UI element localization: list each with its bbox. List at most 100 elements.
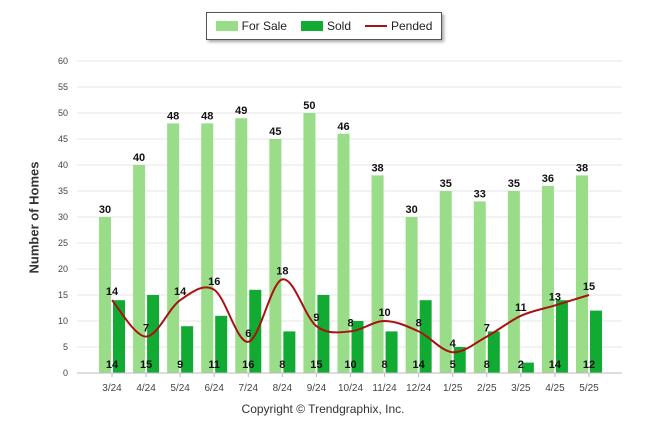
data-label-for-sale: 35 [440, 178, 452, 190]
legend-label-pended: Pended [391, 19, 433, 33]
y-tick-label: 25 [58, 238, 68, 248]
data-label-sold: 14 [413, 359, 426, 371]
data-label-for-sale: 30 [406, 204, 418, 216]
pended-line [111, 278, 590, 354]
bar-for-sale [303, 113, 316, 373]
data-label-for-sale: 50 [303, 100, 315, 112]
y-tick-label: 15 [58, 290, 68, 300]
bar-for-sale [439, 191, 452, 373]
x-tick-label: 9/24 [307, 383, 327, 394]
legend-item-sold[interactable]: Sold [300, 19, 351, 33]
data-label-pended: 7 [143, 323, 149, 335]
data-label-sold: 15 [140, 359, 152, 371]
data-label-for-sale: 36 [542, 173, 554, 185]
bar-for-sale [337, 133, 350, 373]
bar-sold [113, 300, 125, 373]
bar-for-sale [235, 118, 248, 373]
legend-swatch-for-sale [215, 21, 238, 31]
data-label-pended: 18 [276, 265, 288, 277]
x-tick-label: 4/24 [136, 383, 156, 394]
y-tick-label: 50 [58, 108, 68, 118]
x-tick-label: 11/24 [372, 383, 397, 394]
bar-for-sale [269, 139, 282, 373]
x-tick-label: 3/24 [102, 383, 122, 394]
bar-for-sale [133, 165, 146, 373]
data-label-sold: 8 [279, 359, 285, 371]
data-label-pended: 7 [484, 323, 490, 335]
bar-sold [215, 315, 228, 373]
data-label-sold: 11 [208, 359, 220, 371]
data-labels: 3014401548948114916458501546103883014355… [99, 100, 595, 371]
bar-for-sale [371, 175, 384, 373]
legend-item-pended[interactable]: Pended [365, 19, 432, 33]
data-label-for-sale: 35 [508, 178, 520, 190]
bar-sold [181, 326, 194, 373]
bar-for-sale [576, 175, 588, 373]
x-tick-label: 12/24 [406, 383, 431, 394]
data-label-sold: 8 [484, 359, 490, 371]
data-label-for-sale: 33 [474, 188, 486, 200]
x-tick-label: 2/25 [477, 383, 497, 394]
data-label-pended: 9 [313, 312, 319, 324]
bar-sold [249, 289, 262, 373]
legend-swatch-sold [300, 21, 323, 31]
data-label-for-sale: 38 [371, 162, 383, 174]
data-label-pended: 10 [378, 307, 390, 319]
legend-label-sold: Sold [326, 19, 351, 33]
bar-sold [317, 295, 330, 373]
bar-for-sale [405, 217, 418, 373]
bar-sold [385, 331, 398, 373]
data-label-pended: 13 [549, 291, 561, 303]
data-label-sold: 16 [242, 359, 254, 371]
x-tick-label: 8/24 [273, 383, 293, 394]
data-label-pended: 6 [245, 328, 251, 340]
x-tick-label: 4/25 [545, 383, 565, 394]
data-label-pended: 14 [174, 286, 187, 298]
data-label-pended: 11 [515, 302, 527, 314]
bars [99, 113, 602, 374]
data-label-for-sale: 40 [133, 152, 145, 164]
y-tick-label: 60 [58, 56, 68, 66]
data-label-pended: 14 [106, 286, 119, 298]
bar-sold [590, 310, 602, 373]
bar-for-sale [99, 217, 111, 373]
data-label-pended: 8 [416, 317, 422, 329]
data-label-for-sale: 46 [337, 121, 349, 133]
data-label-for-sale: 38 [576, 162, 588, 174]
x-tick-label: 3/25 [511, 383, 531, 394]
data-label-pended: 8 [347, 317, 353, 329]
data-label-for-sale: 48 [201, 110, 213, 122]
x-tick-label: 10/24 [338, 383, 363, 394]
data-label-sold: 14 [549, 359, 562, 371]
bar-sold [283, 331, 296, 373]
bar-sold [487, 331, 500, 373]
y-tick-label: 35 [58, 186, 68, 196]
bar-for-sale [167, 123, 180, 374]
y-tick-label: 55 [58, 82, 68, 92]
legend: For Sale Sold Pended [206, 12, 442, 40]
bar-sold [555, 300, 568, 373]
data-label-sold: 12 [583, 359, 595, 371]
y-tick-label: 40 [58, 160, 68, 170]
data-label-for-sale: 49 [235, 105, 247, 117]
data-label-for-sale: 45 [269, 126, 281, 138]
bar-sold [453, 347, 466, 373]
data-label-sold: 15 [310, 359, 322, 371]
data-label-sold: 14 [106, 359, 119, 371]
data-label-pended: 15 [583, 281, 595, 293]
y-tick-label: 45 [58, 134, 68, 144]
bar-for-sale [201, 123, 214, 374]
data-label-for-sale: 30 [99, 204, 111, 216]
y-tick-label: 10 [58, 316, 68, 326]
data-label-for-sale: 48 [167, 110, 179, 122]
pended-line-layer [111, 278, 590, 354]
bar-for-sale [541, 185, 554, 373]
x-tick-label: 6/24 [204, 383, 224, 394]
data-label-sold: 9 [177, 359, 183, 371]
x-tick-label: 7/24 [239, 383, 259, 394]
y-tick-label: 0 [63, 368, 68, 378]
legend-item-for-sale[interactable]: For Sale [215, 19, 287, 33]
